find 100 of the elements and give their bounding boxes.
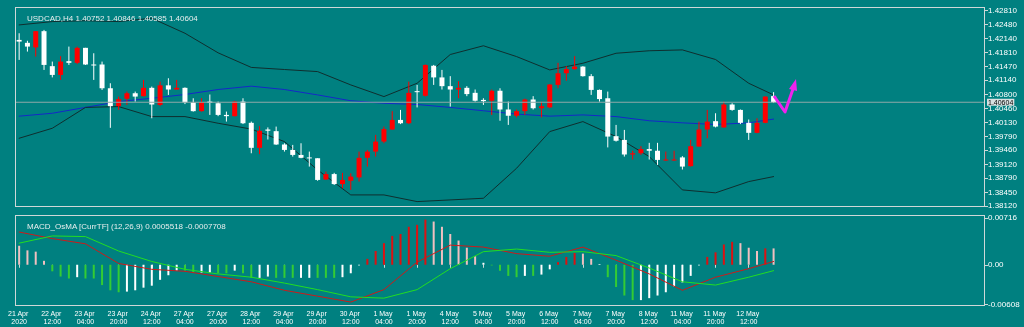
candlestick xyxy=(124,91,130,106)
candlestick xyxy=(721,101,727,129)
candlestick xyxy=(621,129,627,158)
bar xyxy=(374,251,377,265)
candlestick xyxy=(240,97,246,125)
y-tick-label: 0.00 xyxy=(988,260,1005,270)
text: USDCAD,H4 1.40752 1.40846 1.40585 1.40604 xyxy=(27,13,199,23)
bar xyxy=(366,258,369,265)
bar xyxy=(656,264,659,296)
bar xyxy=(117,264,120,293)
bar xyxy=(300,264,303,278)
candlestick xyxy=(373,134,379,158)
candlestick xyxy=(414,84,420,108)
bar xyxy=(756,251,759,265)
bar xyxy=(150,264,153,286)
bar xyxy=(159,264,162,280)
y-tick-label: 1.42140 xyxy=(988,33,1018,43)
candlestick xyxy=(33,30,39,58)
bar xyxy=(308,264,311,278)
y-tick-label: 1.41470 xyxy=(988,61,1018,71)
bar xyxy=(18,245,21,265)
candlestick xyxy=(704,109,710,139)
bar xyxy=(416,224,419,265)
candlestick xyxy=(696,121,702,148)
bar xyxy=(142,264,145,288)
y-tick-label: 1.39460 xyxy=(988,145,1018,155)
bar xyxy=(233,264,236,271)
candlestick xyxy=(547,83,553,109)
candlestick xyxy=(505,101,511,126)
bar xyxy=(266,264,269,277)
y-tick-label: 1.38790 xyxy=(988,173,1018,183)
candlestick xyxy=(497,87,503,122)
candlestick xyxy=(447,75,453,108)
y-tick-label: 0.00716 xyxy=(988,213,1018,223)
bar xyxy=(457,240,460,265)
candlestick xyxy=(273,126,279,146)
bar xyxy=(565,256,568,265)
bar xyxy=(648,264,651,299)
bar xyxy=(573,252,576,265)
candlestick xyxy=(671,150,677,162)
bar xyxy=(399,233,402,265)
bar xyxy=(125,264,128,292)
bar xyxy=(523,264,526,276)
bar xyxy=(316,264,319,278)
bar xyxy=(532,264,535,276)
bar xyxy=(474,256,477,265)
bar xyxy=(739,243,742,265)
bar xyxy=(391,235,394,265)
candlestick xyxy=(306,151,312,168)
candlestick xyxy=(588,73,594,96)
bar xyxy=(26,250,29,265)
bar xyxy=(606,264,609,278)
bar xyxy=(291,264,294,278)
bar xyxy=(581,253,584,265)
text: MACD_OsMA [CurrTF] (12,26,9) 0.0005518 -0.0007708 xyxy=(27,221,227,231)
y-tick-label: 1.38450 xyxy=(988,187,1018,197)
y-tick-label: 1.42810 xyxy=(988,5,1018,15)
bar xyxy=(407,226,410,265)
bar xyxy=(84,264,87,279)
bar xyxy=(557,262,560,265)
bar xyxy=(764,248,767,265)
bar xyxy=(772,248,775,265)
candlestick xyxy=(16,32,22,61)
bar xyxy=(714,252,717,265)
y-tick-label: 1.38120 xyxy=(988,201,1018,211)
bar xyxy=(76,264,79,278)
bar xyxy=(440,226,443,265)
candlestick xyxy=(58,55,64,81)
bar xyxy=(283,264,286,278)
candlestick xyxy=(257,125,263,155)
bar xyxy=(92,264,95,279)
candlestick xyxy=(613,124,619,143)
candlestick xyxy=(149,86,155,119)
bar xyxy=(507,264,510,276)
y-tick-label: 1.41140 xyxy=(988,75,1017,85)
bar xyxy=(424,219,427,265)
bar xyxy=(34,251,37,265)
bar xyxy=(217,264,220,274)
bar xyxy=(109,264,112,291)
bar xyxy=(324,264,327,278)
bar xyxy=(540,264,543,275)
candlestick xyxy=(157,81,163,107)
y-tick-label: -0.00608 xyxy=(988,300,1021,310)
bar xyxy=(681,264,684,283)
candlestick xyxy=(389,110,395,131)
bar xyxy=(515,264,518,278)
candlestick xyxy=(107,82,113,129)
bar xyxy=(615,264,618,288)
bar xyxy=(449,233,452,265)
candlestick xyxy=(356,151,362,183)
bar xyxy=(731,241,734,265)
bar xyxy=(333,264,336,278)
bar xyxy=(747,247,750,265)
bar xyxy=(349,264,352,274)
candlestick xyxy=(655,142,661,166)
bar xyxy=(590,258,593,265)
bar xyxy=(631,264,634,301)
bar xyxy=(341,264,344,278)
candlestick xyxy=(688,139,694,168)
bar xyxy=(382,243,385,265)
